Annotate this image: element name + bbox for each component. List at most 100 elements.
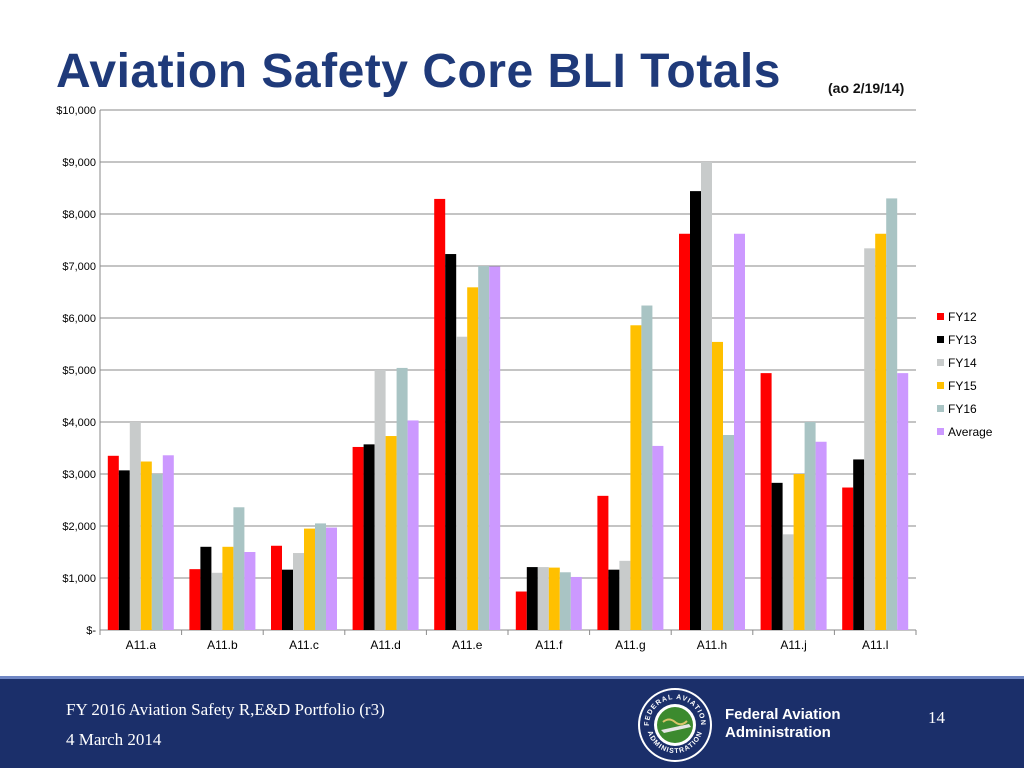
bar-fy16-a11l [886, 198, 898, 630]
bar-fy15-a11a [140, 461, 152, 630]
bar-average-a11l [897, 373, 909, 630]
x-tick-label: A11.j [780, 638, 806, 652]
bar-fy14-a11l [864, 248, 876, 630]
bar-fy15-a11h [712, 341, 723, 630]
bar-fy16-a11a [151, 474, 163, 630]
y-tick-label: $4,000 [62, 417, 96, 429]
bar-fy14-a11f [537, 567, 549, 630]
bar-fy14-a11c [293, 553, 304, 630]
bar-fy14-a11b [211, 572, 223, 630]
y-tick-label: $3,000 [62, 469, 96, 481]
faa-seal-logo: FEDERAL AVIATION ADMINISTRATION [638, 688, 712, 762]
footer-agency-name: Federal Aviation Administration [725, 706, 841, 742]
bar-fy12-a11j [760, 373, 772, 630]
y-tick-label: $2,000 [62, 521, 96, 533]
bar-fy13-a11b [200, 546, 212, 630]
bar-fy12-a11h [679, 233, 690, 630]
x-tick-label: A11.h [697, 638, 727, 652]
bar-fy15-a11g [630, 325, 642, 630]
bar-fy12-a11c [271, 545, 282, 630]
x-tick-label: A11.e [452, 638, 483, 652]
bar-average-a11f [570, 576, 582, 630]
bar-fy13-a11h [690, 191, 701, 630]
footer-portfolio-label: FY 2016 Aviation Safety R,E&D Portfolio … [66, 700, 385, 719]
bar-average-a11e [489, 266, 501, 630]
footer-divider [0, 676, 1024, 679]
bar-fy14-a11j [782, 534, 794, 630]
bar-fy13-a11f [526, 567, 538, 630]
bar-fy16-a11f [559, 572, 571, 630]
x-tick-label: A11.a [126, 638, 157, 652]
bar-average-a11j [815, 441, 827, 630]
bar-fy12-a11b [189, 569, 201, 630]
bar-fy15-a11j [793, 474, 805, 630]
bar-fy15-a11e [467, 287, 479, 630]
y-tick-label: $1,000 [62, 573, 96, 585]
bar-fy13-a11j [771, 482, 783, 630]
bar-fy14-a11a [129, 422, 141, 630]
footer-agency-line1: Federal Aviation [725, 706, 841, 723]
legend-swatch-fy15 [937, 382, 944, 389]
legend-swatch-fy12 [937, 313, 944, 320]
bar-fy16-a11j [804, 422, 816, 630]
legend-label-average: Average [948, 425, 993, 439]
x-tick-label: A11.l [862, 638, 888, 652]
bar-fy16-a11c [315, 523, 326, 630]
bar-fy16-a11e [478, 266, 490, 630]
bar-fy15-a11d [385, 436, 397, 630]
bar-fy15-a11f [548, 567, 560, 630]
legend-swatch-fy14 [937, 359, 944, 366]
bar-fy13-a11d [363, 444, 375, 630]
bar-fy14-a11h [701, 162, 712, 630]
slide-subtitle: (ao 2/19/14) [828, 80, 905, 96]
bar-fy12-a11g [597, 495, 609, 630]
legend-label-fy15: FY15 [948, 379, 977, 393]
bar-chart: $- $1,000 $2,000 $3,000 $4,000 $5,000 $6,000 $7… [56, 105, 993, 652]
bar-fy13-a11l [853, 459, 865, 630]
y-tick-label: $- [86, 625, 96, 637]
legend-label-fy16: FY16 [948, 402, 977, 416]
legend-swatch-average [937, 428, 944, 435]
bar-average-a11a [162, 455, 174, 630]
y-tick-label: $8,000 [62, 209, 96, 221]
x-tick-label: A11.g [615, 638, 645, 652]
y-tick-label: $5,000 [62, 365, 96, 377]
legend-label-fy14: FY14 [948, 356, 977, 370]
bar-fy12-a11a [107, 455, 119, 630]
legend-label-fy13: FY13 [948, 333, 977, 347]
y-tick-label: $9,000 [62, 157, 96, 169]
footer-bar [0, 676, 1024, 768]
legend-swatch-fy13 [937, 336, 944, 343]
bar-fy12-a11f [515, 591, 527, 630]
y-tick-label: $10,000 [56, 105, 96, 117]
bar-fy16-a11b [233, 507, 245, 630]
bar-fy13-a11g [608, 569, 620, 630]
bar-average-a11g [652, 445, 664, 630]
bar-fy12-a11e [434, 198, 446, 631]
bar-fy15-a11c [304, 528, 315, 630]
x-tick-label: A11.c [289, 638, 319, 652]
bar-fy15-a11b [222, 546, 234, 630]
legend-swatch-fy16 [937, 405, 944, 412]
bar-fy13-a11e [445, 254, 457, 631]
x-tick-label: A11.d [370, 638, 400, 652]
y-tick-label: $6,000 [62, 313, 96, 325]
bar-average-a11b [244, 552, 256, 630]
bar-fy13-a11a [118, 470, 130, 630]
bar-fy12-a11l [842, 487, 854, 630]
bar-fy14-a11d [374, 370, 386, 630]
bar-fy14-a11g [619, 560, 631, 630]
bar-average-a11c [326, 527, 337, 630]
bar-fy16-a11d [396, 367, 408, 630]
bar-average-a11d [407, 420, 419, 630]
bar-fy14-a11e [456, 336, 468, 630]
bar-fy15-a11l [875, 233, 887, 630]
bar-fy12-a11d [352, 446, 364, 630]
footer-date: 4 March 2014 [66, 730, 162, 749]
bar-fy13-a11c [282, 569, 293, 630]
bar-average-a11h [734, 233, 745, 630]
x-tick-label: A11.b [207, 638, 238, 652]
bar-fy16-a11h [723, 435, 734, 630]
legend-label-fy12: FY12 [948, 310, 977, 324]
bar-fy16-a11g [641, 305, 653, 630]
